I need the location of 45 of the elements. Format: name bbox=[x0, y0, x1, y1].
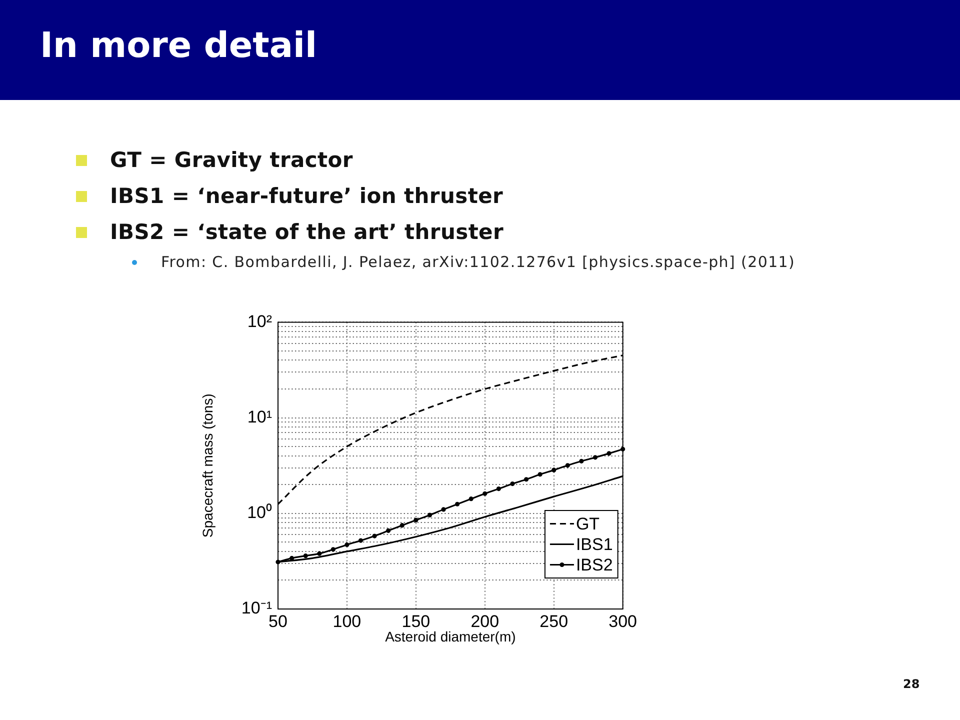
point bbox=[358, 538, 364, 543]
x-axis-title: Asteroid diameter(m) bbox=[385, 628, 516, 644]
point bbox=[620, 446, 626, 452]
y-tick-label: 10⁰ bbox=[247, 503, 272, 522]
point bbox=[538, 472, 542, 477]
legend-label: IBS1 bbox=[576, 534, 613, 554]
text: IBS1 = ‘near-future’ ion thruster bbox=[110, 183, 504, 209]
point bbox=[552, 468, 556, 472]
x-tick-label: 200 bbox=[470, 612, 500, 631]
point bbox=[592, 455, 598, 460]
point bbox=[400, 523, 404, 528]
point bbox=[524, 477, 529, 482]
point bbox=[482, 491, 488, 496]
point bbox=[414, 518, 418, 522]
text: 28 bbox=[903, 677, 920, 691]
point bbox=[330, 547, 336, 552]
text: From: C. Bombardelli, J. Pelaez, arXiv:1102.1276v1 [physics.space-ph] (2011) bbox=[161, 253, 796, 271]
x-tick-label: 100 bbox=[332, 612, 362, 631]
point bbox=[455, 502, 460, 506]
y-tick-label: 10¹ bbox=[247, 407, 272, 426]
x-tick-label: 50 bbox=[268, 612, 288, 631]
point bbox=[372, 534, 377, 538]
y-axis-title: Spacecraft mass (tons) bbox=[199, 394, 216, 538]
x-tick-label: 250 bbox=[540, 612, 568, 631]
point bbox=[565, 463, 570, 468]
point bbox=[317, 551, 322, 556]
point bbox=[344, 542, 350, 548]
point bbox=[606, 451, 612, 456]
point bbox=[386, 528, 391, 533]
chart-title: In more detail bbox=[40, 26, 317, 66]
text: IBS2 = ‘state of the art’ thruster bbox=[110, 219, 504, 245]
y-tick-label: 10² bbox=[247, 312, 272, 331]
legend-label: GT bbox=[576, 514, 600, 534]
x-tick-label: 150 bbox=[402, 612, 430, 631]
x-tick-label: 300 bbox=[608, 612, 638, 631]
point bbox=[427, 512, 432, 518]
point bbox=[510, 482, 515, 486]
text: GT = Gravity tractor bbox=[110, 147, 353, 173]
point bbox=[468, 496, 474, 502]
legend-label: IBS2 bbox=[576, 555, 613, 574]
point bbox=[496, 486, 501, 492]
point bbox=[289, 556, 294, 560]
point bbox=[303, 554, 308, 558]
point bbox=[579, 458, 584, 464]
point bbox=[441, 507, 446, 512]
